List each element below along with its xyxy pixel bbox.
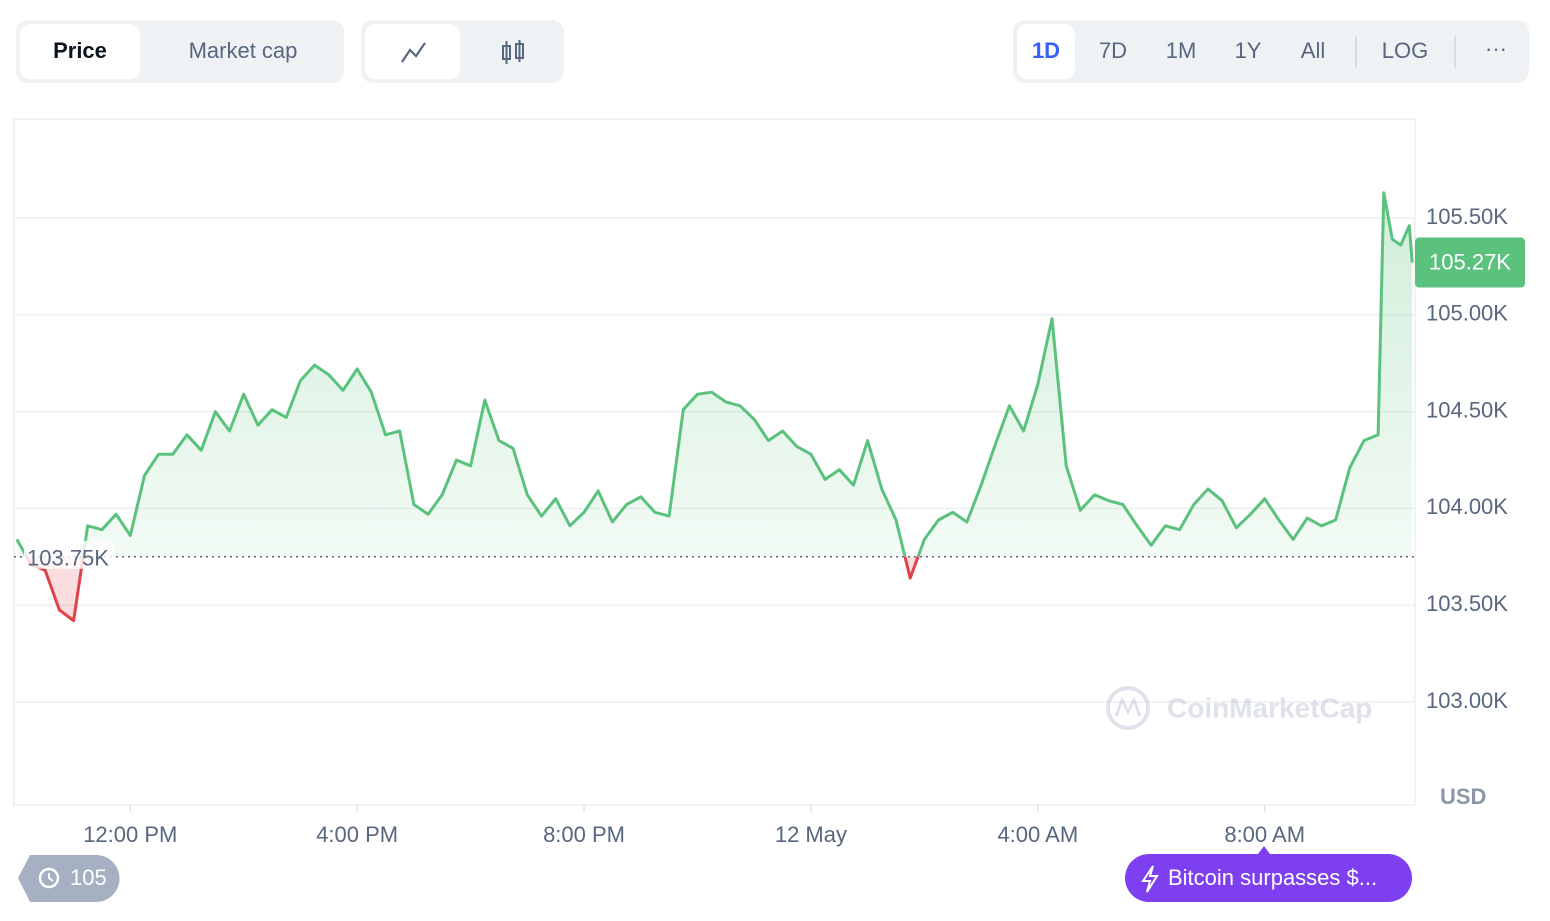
tab[interactable]: Market cap xyxy=(189,38,298,63)
range-button[interactable]: All xyxy=(1301,38,1325,63)
last-price-badge xyxy=(1415,237,1525,288)
range-group xyxy=(1013,20,1529,83)
more-button[interactable]: ··· xyxy=(1485,36,1507,61)
area-up xyxy=(16,192,1413,557)
news-text[interactable]: Bitcoin surpasses $... xyxy=(1168,865,1377,890)
y-tick-label: 103.00K xyxy=(1426,688,1508,713)
news-pill[interactable] xyxy=(1125,854,1412,902)
range-button[interactable]: 1M xyxy=(1166,38,1197,63)
history-count[interactable]: 105 xyxy=(70,865,107,890)
y-unit: USD xyxy=(1440,784,1486,809)
y-tick-label: 104.50K xyxy=(1426,397,1508,422)
x-tick-label: 4:00 AM xyxy=(997,822,1078,847)
y-tick-label: 105.50K xyxy=(1426,204,1508,229)
plot xyxy=(14,191,1415,812)
log-toggle[interactable]: LOG xyxy=(1382,38,1428,63)
line-icon xyxy=(401,42,426,63)
tab-active[interactable] xyxy=(20,24,140,79)
news-icon xyxy=(1141,865,1159,893)
history-icon xyxy=(48,873,54,882)
candle-icon[interactable] xyxy=(502,40,524,64)
range-active[interactable] xyxy=(1017,24,1075,79)
history-icon xyxy=(38,867,60,889)
reference-label: 103.75K xyxy=(27,546,109,571)
range-button[interactable]: 1Y xyxy=(1235,38,1262,63)
x-tick-label: 8:00 PM xyxy=(543,822,625,847)
tab[interactable]: Price xyxy=(53,38,107,63)
reference-label-bg xyxy=(24,540,114,569)
x-tick-label: 8:00 AM xyxy=(1224,822,1305,847)
y-tick-label: 105.00K xyxy=(1426,301,1508,326)
range-button[interactable]: 7D xyxy=(1099,38,1127,63)
x-tick-label: 4:00 PM xyxy=(316,822,398,847)
y-tick-label: 104.00K xyxy=(1426,494,1508,519)
x-tick-label: 12:00 PM xyxy=(83,822,177,847)
watermark-text: CoinMarketCap xyxy=(1167,692,1372,723)
x-tick-label: 12 May xyxy=(775,822,847,847)
range-button[interactable]: 1D xyxy=(1032,38,1060,63)
y-tick-label: 103.50K xyxy=(1426,591,1508,616)
plot-frame xyxy=(13,118,1416,806)
history-badge[interactable] xyxy=(18,855,120,902)
watermark: CoinMarketCap xyxy=(1106,686,1372,730)
last-price-label: 105.27K xyxy=(1429,249,1511,274)
price-line xyxy=(15,191,1414,557)
news-pointer xyxy=(1258,846,1270,854)
